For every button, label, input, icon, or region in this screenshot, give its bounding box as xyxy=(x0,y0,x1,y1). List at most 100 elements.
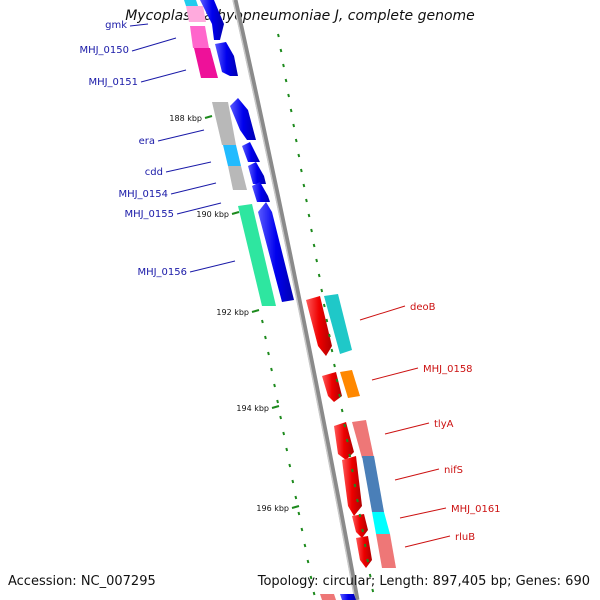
gene-label-tlya[interactable]: tlyA xyxy=(434,419,454,430)
gc-dot xyxy=(312,591,316,596)
gene-label-gmk[interactable]: gmk xyxy=(105,20,127,31)
gc-dot xyxy=(297,153,301,158)
gene-label-cdd[interactable]: cdd xyxy=(145,167,163,178)
gc-dot xyxy=(309,575,313,580)
gene-label-mhj_0161[interactable]: MHJ_0161 xyxy=(451,504,501,515)
gc-dot xyxy=(348,453,352,458)
genome-backbone-highlight xyxy=(232,0,356,600)
gene-leader-line xyxy=(371,367,419,381)
scale-ticks: 188 kbp 190 kbp 192 kbp 194 kbp 196 kbp xyxy=(169,114,300,513)
gene-bar-bottom-partial xyxy=(320,594,336,600)
gene-leader-line xyxy=(399,507,447,519)
right-gene-labels: deoB MHJ_0158 tlyA nifS MHJ_0161 rluB xyxy=(359,302,501,548)
gc-dot xyxy=(279,48,283,53)
gene-leader-line xyxy=(131,37,177,52)
gc-dot xyxy=(287,93,290,98)
gc-dot xyxy=(358,513,362,518)
scale-tick-mark xyxy=(204,115,213,119)
gc-dot xyxy=(299,168,303,173)
gene-label-era[interactable]: era xyxy=(139,136,155,147)
scale-tick-label: 188 kbp xyxy=(169,114,202,123)
gc-dot xyxy=(307,213,311,218)
gene-label-deob[interactable]: deoB xyxy=(410,302,436,313)
gc-dot xyxy=(338,393,341,398)
gc-dot xyxy=(303,543,307,548)
gene-leader-line xyxy=(404,535,451,548)
gene-arrow-mhj0158 xyxy=(322,372,342,402)
gc-dot xyxy=(361,528,364,533)
gene-label-mhj_0155[interactable]: MHJ_0155 xyxy=(124,209,174,220)
gene-arrow-mhj0161 xyxy=(352,514,368,538)
scale-tick-mark xyxy=(251,309,260,313)
gene-leader-line xyxy=(176,202,222,215)
gc-dot xyxy=(305,198,308,203)
gene-arrow-bottom-partial xyxy=(340,594,356,600)
gc-dot xyxy=(294,495,298,500)
gene-label-mhj_0150[interactable]: MHJ_0150 xyxy=(79,45,129,56)
gene-bar-mhj0150 xyxy=(190,26,209,48)
gc-dot xyxy=(320,288,324,293)
gc-dot xyxy=(285,447,289,452)
gene-label-nifs[interactable]: nifS xyxy=(444,465,463,476)
gc-dot xyxy=(264,335,267,340)
gc-dot xyxy=(292,123,296,128)
gene-leader-line xyxy=(384,422,430,435)
gene-arrow-era xyxy=(230,98,256,140)
gene-leader-line xyxy=(140,69,187,83)
gc-dot xyxy=(340,408,344,413)
gc-dot xyxy=(345,438,349,443)
gc-dot xyxy=(273,383,276,388)
gene-leader-line xyxy=(394,468,440,481)
scale-tick-mark xyxy=(231,211,240,215)
genome-backbone xyxy=(232,0,360,600)
gc-dot xyxy=(328,333,331,338)
gc-dot xyxy=(325,318,329,323)
scale-tick-mark xyxy=(271,405,280,409)
gene-label-mhj_0158[interactable]: MHJ_0158 xyxy=(423,364,473,375)
gene-label-rlub[interactable]: rluB xyxy=(455,532,475,543)
gc-dot xyxy=(333,363,336,368)
gene-leader-line xyxy=(165,161,212,173)
gc-dot xyxy=(310,228,313,233)
gene-bar-rluB xyxy=(376,534,396,568)
gene-bar-tlyA xyxy=(352,420,374,458)
gc-dot xyxy=(366,558,370,563)
scale-tick-label: 192 kbp xyxy=(216,308,249,317)
gc-dot xyxy=(282,431,286,436)
gene-arrow-rluB xyxy=(356,536,372,568)
gc-dot xyxy=(282,63,285,68)
gene-arrow-gmk xyxy=(200,0,224,40)
gc-dot xyxy=(368,573,372,578)
gene-label-mhj_0151[interactable]: MHJ_0151 xyxy=(88,77,138,88)
gene-arrow-mhj0155 xyxy=(252,182,270,202)
gc-dot xyxy=(363,543,367,548)
gc-dot xyxy=(297,511,301,516)
gc-dot xyxy=(312,243,316,248)
gc-dot xyxy=(356,498,359,503)
gene-bar-gmk xyxy=(186,6,206,22)
gc-dot xyxy=(300,527,304,532)
gene-arrow-mhj0154 xyxy=(248,162,266,184)
gc-dot xyxy=(288,463,292,468)
gc-dot xyxy=(289,108,293,113)
gc-dot xyxy=(322,303,326,308)
gc-dot xyxy=(261,319,264,324)
gene-bar-mhj0161 xyxy=(372,512,390,534)
gene-bar-deoB xyxy=(324,294,352,354)
scale-tick-mark xyxy=(291,505,300,509)
gene-leader-line xyxy=(157,129,205,142)
gene-arrow-mhj0156 xyxy=(258,202,294,302)
gene-bar-gmk-cyan xyxy=(184,0,198,6)
gene-arrow-tlyA xyxy=(334,422,354,460)
gene-leader-line xyxy=(359,305,406,321)
gene-bar-cdd xyxy=(223,145,241,166)
gene-bar-era xyxy=(212,102,236,145)
gene-bar-mhj0158 xyxy=(340,370,360,398)
gc-dot xyxy=(294,138,298,143)
gc-dot-track xyxy=(261,33,375,596)
gc-dot xyxy=(291,479,295,484)
gc-dot xyxy=(284,78,288,83)
gc-dot xyxy=(277,33,280,38)
gene-label-mhj_0156[interactable]: MHJ_0156 xyxy=(137,267,187,278)
gene-label-mhj_0154[interactable]: MHJ_0154 xyxy=(118,189,168,200)
